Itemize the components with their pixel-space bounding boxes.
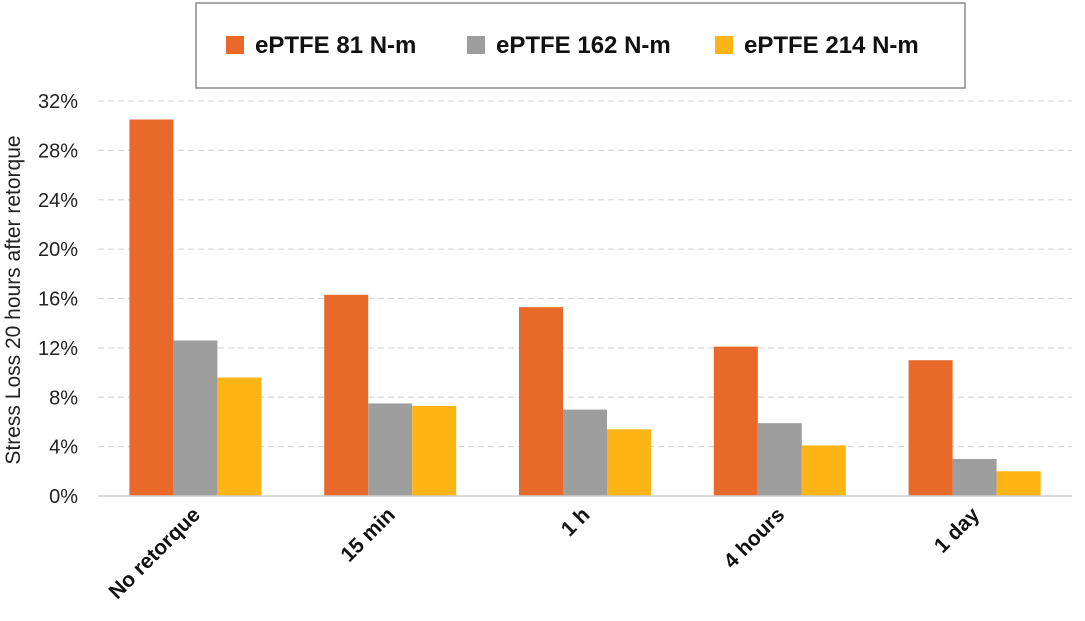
bar (217, 377, 262, 496)
y-tick-label: 24% (38, 190, 78, 212)
bar (952, 458, 997, 496)
y-tick-label: 4% (49, 437, 78, 459)
bar (324, 294, 369, 496)
legend-label: ePTFE 162 N-m (496, 32, 671, 59)
bar (607, 429, 651, 496)
bars (129, 119, 1041, 496)
y-tick-label: 0% (49, 486, 78, 508)
legend-label: ePTFE 214 N-m (744, 32, 919, 59)
y-tick-label: 20% (38, 239, 78, 261)
y-axis-ticks: 0% 4% 8% 12% 16% 20% 24% 28% 32% (38, 91, 78, 508)
x-category-label: 15 min (336, 503, 399, 566)
y-tick-label: 12% (38, 338, 78, 360)
bar (412, 405, 457, 496)
bar (129, 119, 174, 496)
bar (908, 360, 953, 496)
bar (801, 445, 846, 496)
y-tick-label: 28% (38, 140, 78, 162)
bar (368, 403, 413, 496)
bar (713, 346, 758, 496)
x-axis-categories: No retorque 15 min 1 h 4 hours 1 day (105, 503, 985, 604)
bar (563, 409, 607, 496)
legend-swatch (226, 36, 244, 54)
legend-swatch (467, 36, 485, 54)
legend: ePTFE 81 N-m ePTFE 162 N-m ePTFE 214 N-m (195, 2, 966, 89)
y-tick-label: 32% (38, 91, 78, 113)
legend-swatch (715, 36, 733, 54)
bar (173, 340, 218, 496)
x-category-label: 1 h (557, 503, 595, 541)
y-tick-label: 8% (49, 387, 78, 409)
x-category-label: 1 day (930, 503, 984, 557)
x-category-label: No retorque (105, 503, 205, 603)
bar (996, 471, 1041, 496)
y-tick-label: 16% (38, 289, 78, 311)
bar (519, 307, 563, 496)
y-axis-title: Stress Loss 20 hours after retorque (2, 135, 25, 464)
x-category-label: 4 hours (719, 503, 789, 573)
bar (757, 423, 802, 496)
legend-box (195, 2, 966, 89)
legend-label: ePTFE 81 N-m (255, 32, 416, 59)
